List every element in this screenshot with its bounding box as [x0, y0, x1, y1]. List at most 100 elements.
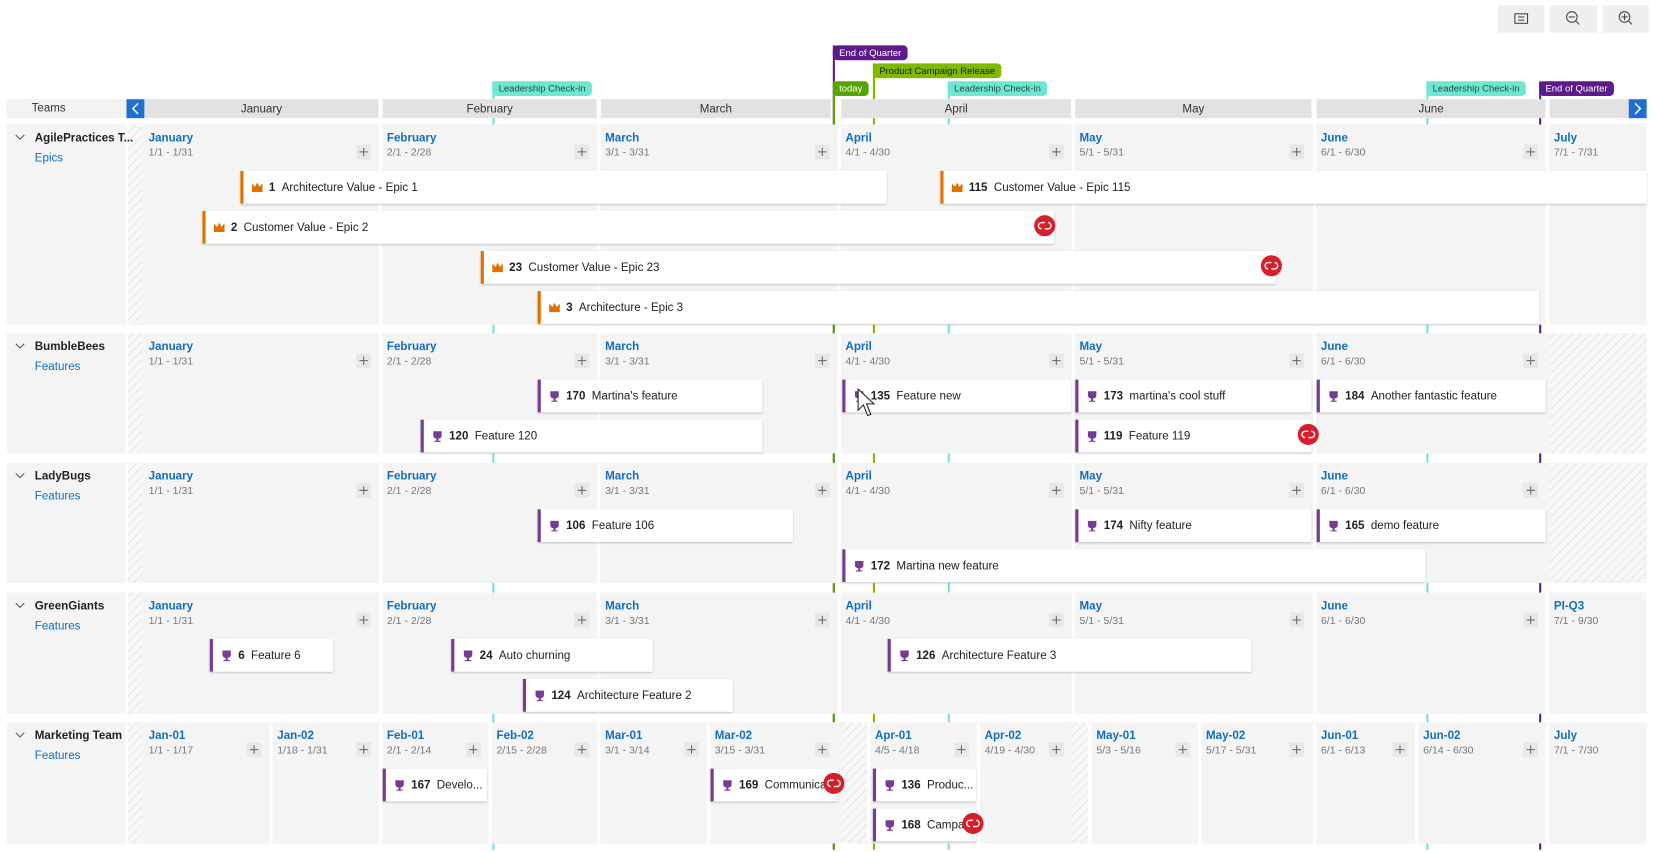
- add-item-button[interactable]: [356, 612, 372, 628]
- marker-flag[interactable]: Leadership Check-in: [492, 81, 592, 97]
- iteration-name[interactable]: Jun-02: [1423, 730, 1460, 742]
- iteration-name[interactable]: Jan-02: [277, 730, 314, 742]
- add-item-button[interactable]: [684, 742, 699, 758]
- add-item-button[interactable]: [246, 742, 262, 758]
- work-item-card[interactable]: 136 Produc...: [872, 768, 977, 802]
- add-item-button[interactable]: [574, 742, 590, 758]
- iteration-name[interactable]: June: [1321, 600, 1349, 612]
- iteration-name[interactable]: February: [387, 471, 437, 483]
- add-item-button[interactable]: [1048, 353, 1064, 369]
- marker-flag[interactable]: Leadership Check-in: [947, 81, 1048, 97]
- collapse-chevron[interactable]: [15, 134, 25, 141]
- zoom-out-button[interactable]: [1549, 5, 1598, 33]
- add-item-button[interactable]: [1175, 742, 1191, 758]
- marker-flag[interactable]: Product Campaign Release: [872, 63, 1002, 79]
- work-item-card[interactable]: 172 Martina new feature: [842, 549, 1426, 583]
- work-item-card[interactable]: 168 Campa...: [872, 808, 984, 842]
- iteration-name[interactable]: May-01: [1096, 730, 1136, 742]
- work-item-card[interactable]: 124 Architecture Feature 2: [522, 679, 733, 712]
- iteration-name[interactable]: January: [149, 600, 194, 612]
- iteration-name[interactable]: July: [1554, 730, 1578, 742]
- add-item-button[interactable]: [1289, 144, 1305, 160]
- add-item-button[interactable]: [1523, 482, 1539, 498]
- iteration-name[interactable]: March: [605, 471, 639, 483]
- iteration-name[interactable]: February: [387, 341, 437, 353]
- iteration-name[interactable]: April: [845, 600, 871, 612]
- add-item-button[interactable]: [1392, 742, 1408, 758]
- iteration-name[interactable]: May: [1080, 341, 1103, 353]
- work-item-card[interactable]: 170 Martina's feature: [537, 379, 763, 413]
- work-item-card[interactable]: 174 Nifty feature: [1075, 509, 1312, 542]
- work-item-card[interactable]: 120 Feature 120: [420, 419, 763, 453]
- add-item-button[interactable]: [356, 482, 372, 498]
- add-item-button[interactable]: [1048, 742, 1064, 758]
- dependency-icon[interactable]: [1260, 255, 1282, 277]
- marker-flag[interactable]: End of Quarter: [1539, 81, 1614, 97]
- add-item-button[interactable]: [1048, 612, 1064, 628]
- collapse-chevron[interactable]: [15, 602, 25, 609]
- marker-flag[interactable]: today: [832, 81, 869, 97]
- work-item-card[interactable]: 167 Develo...: [382, 768, 488, 802]
- iteration-name[interactable]: April: [845, 471, 871, 483]
- add-item-button[interactable]: [465, 742, 481, 758]
- work-item-card[interactable]: 169 Communica...: [710, 768, 845, 802]
- backlog-level[interactable]: Features: [35, 750, 81, 762]
- iteration-name[interactable]: February: [387, 600, 437, 612]
- add-item-button[interactable]: [1523, 612, 1539, 628]
- collapse-chevron[interactable]: [15, 732, 25, 738]
- work-item-card[interactable]: 3 Architecture - Epic 3: [537, 291, 1540, 324]
- iteration-name[interactable]: February: [387, 132, 437, 144]
- work-item-card[interactable]: 24 Auto churning: [451, 638, 653, 672]
- iteration-name[interactable]: March: [605, 132, 639, 144]
- add-item-button[interactable]: [1289, 742, 1305, 758]
- dependency-icon[interactable]: [823, 772, 845, 794]
- add-item-button[interactable]: [574, 482, 590, 498]
- add-item-button[interactable]: [356, 742, 372, 758]
- scroll-left-button[interactable]: [126, 99, 145, 119]
- add-item-button[interactable]: [814, 482, 830, 498]
- dependency-icon[interactable]: [1297, 423, 1319, 445]
- add-item-button[interactable]: [574, 353, 590, 369]
- iteration-name[interactable]: June: [1321, 471, 1349, 483]
- backlog-level[interactable]: Epics: [35, 152, 64, 164]
- iteration-name[interactable]: Mar-01: [605, 730, 643, 742]
- iteration-name[interactable]: Mar-02: [715, 730, 752, 742]
- add-item-button[interactable]: [1289, 353, 1305, 369]
- add-item-button[interactable]: [954, 742, 969, 758]
- collapse-chevron[interactable]: [15, 343, 25, 349]
- backlog-level[interactable]: Features: [35, 361, 81, 373]
- iteration-name[interactable]: June: [1321, 341, 1349, 353]
- work-item-card[interactable]: 165 demo feature: [1316, 509, 1546, 542]
- iteration-name[interactable]: PI-Q3: [1554, 600, 1585, 612]
- work-item-card[interactable]: 106 Feature 106: [537, 509, 793, 542]
- iteration-name[interactable]: March: [605, 600, 639, 612]
- iteration-name[interactable]: Jun-01: [1321, 730, 1359, 742]
- iteration-name[interactable]: April: [845, 132, 871, 144]
- work-item-card[interactable]: 2 Customer Value - Epic 2: [202, 210, 1056, 244]
- iteration-name[interactable]: April: [845, 341, 871, 353]
- work-item-card[interactable]: 23 Customer Value - Epic 23: [480, 251, 1282, 284]
- iteration-name[interactable]: Feb-02: [497, 730, 534, 742]
- add-item-button[interactable]: [814, 353, 830, 369]
- scroll-right-button[interactable]: [1628, 99, 1647, 119]
- work-item-card[interactable]: 173 martina's cool stuff: [1075, 379, 1312, 413]
- iteration-name[interactable]: May: [1080, 132, 1103, 144]
- add-item-button[interactable]: [1289, 612, 1305, 628]
- iteration-name[interactable]: May: [1080, 600, 1103, 612]
- marker-flag[interactable]: Leadership Check-in: [1426, 81, 1526, 97]
- marker-flag[interactable]: End of Quarter: [832, 45, 908, 61]
- add-item-button[interactable]: [1289, 482, 1305, 498]
- iteration-name[interactable]: June: [1321, 132, 1349, 144]
- backlog-level[interactable]: Features: [35, 620, 81, 632]
- zoom-in-button[interactable]: [1602, 5, 1649, 33]
- iteration-name[interactable]: January: [149, 471, 194, 483]
- add-item-button[interactable]: [1523, 353, 1539, 369]
- add-item-button[interactable]: [356, 353, 372, 369]
- add-item-button[interactable]: [1048, 144, 1064, 160]
- add-item-button[interactable]: [814, 742, 830, 758]
- add-item-button[interactable]: [1048, 482, 1064, 498]
- iteration-name[interactable]: Apr-01: [875, 730, 912, 742]
- settings-button[interactable]: [1498, 5, 1545, 33]
- iteration-name[interactable]: January: [149, 132, 194, 144]
- add-item-button[interactable]: [356, 144, 372, 160]
